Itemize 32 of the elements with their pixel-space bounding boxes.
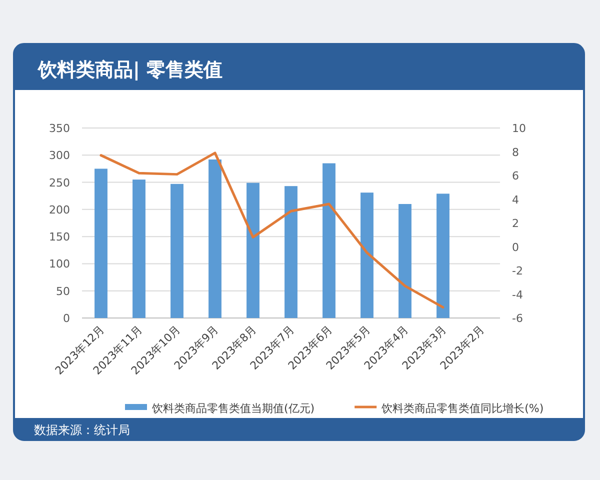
bar <box>398 204 412 318</box>
line-series <box>100 152 444 309</box>
y-tick-label: 200 <box>49 203 70 216</box>
y2-tick-label: 0 <box>512 240 519 254</box>
bar <box>360 192 374 318</box>
bar <box>208 159 222 318</box>
y2-tick-label: -6 <box>512 312 523 325</box>
y-tick-label: 350 <box>49 122 70 135</box>
y2-tick-label: 4 <box>512 193 519 206</box>
y2-tick-label: 6 <box>512 170 519 182</box>
y2-tick-label: -2 <box>512 264 523 278</box>
chart-title: 饮料类商品| 零售类值 <box>37 59 223 81</box>
bar <box>132 180 146 318</box>
bar <box>436 194 450 318</box>
y-tick-label: 150 <box>49 230 70 244</box>
legend-label: 饮料类商品零售类值当期值(亿元) <box>151 402 315 415</box>
y-tick-label: 250 <box>49 176 70 190</box>
legend-label: 饮料类商品零售类值同比增长(%) <box>380 402 544 415</box>
bar <box>246 182 260 318</box>
y2-tick-label: 2 <box>512 217 519 230</box>
bar <box>322 163 336 318</box>
bar <box>94 168 108 318</box>
bar <box>170 184 184 318</box>
y-tick-label: 50 <box>56 284 70 298</box>
y2-tick-label: 8 <box>512 146 519 159</box>
y-tick-label: 100 <box>49 258 70 271</box>
source-note: 数据来源：统计局 <box>34 423 130 437</box>
y-tick-label: 0 <box>63 312 70 325</box>
y2-tick-label: -4 <box>512 288 523 302</box>
y2-tick-label: 10 <box>512 122 526 135</box>
bar <box>284 186 298 318</box>
y-tick-label: 300 <box>49 149 70 162</box>
